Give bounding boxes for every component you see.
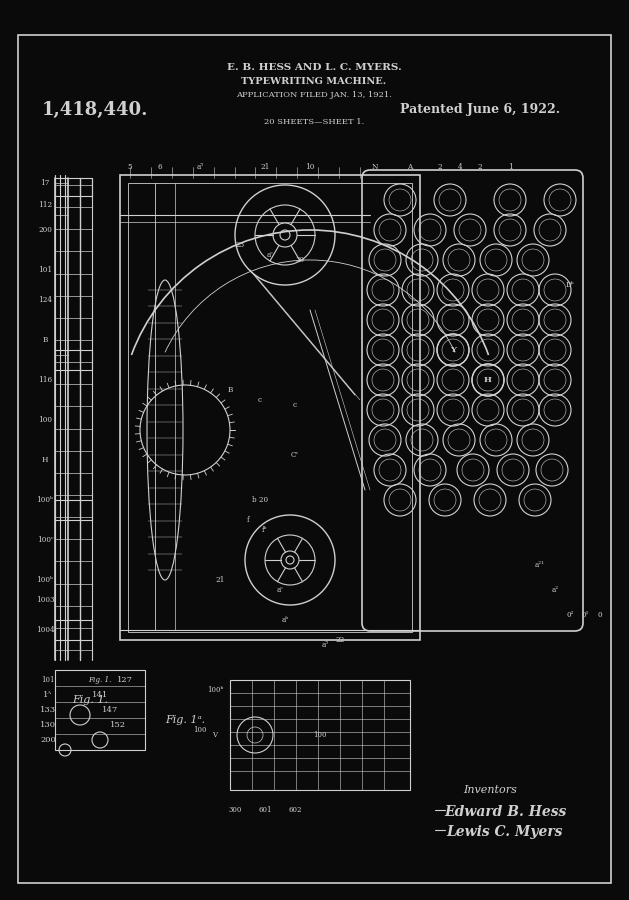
Text: H: H xyxy=(484,376,492,384)
Text: Cᶜ: Cᶜ xyxy=(291,451,299,459)
Text: APPLICATION FILED JAN. 13, 1921.: APPLICATION FILED JAN. 13, 1921. xyxy=(236,91,392,99)
Text: Lewis C. Myers: Lewis C. Myers xyxy=(447,825,563,839)
Text: 147: 147 xyxy=(102,706,118,714)
Text: N: N xyxy=(372,163,378,171)
Text: a⁵: a⁵ xyxy=(196,163,204,171)
Bar xyxy=(55,178,92,196)
Text: B: B xyxy=(42,336,48,344)
Bar xyxy=(128,183,412,632)
Text: 602: 602 xyxy=(288,806,302,814)
Text: 0¹: 0¹ xyxy=(581,611,589,619)
Text: 124: 124 xyxy=(38,296,52,304)
Text: 200: 200 xyxy=(38,226,52,234)
Text: 100: 100 xyxy=(38,416,52,424)
Text: 100ᵇ: 100ᵇ xyxy=(36,496,53,504)
Text: 100ᶜ: 100ᶜ xyxy=(36,536,53,544)
Bar xyxy=(230,680,410,790)
Text: b 20: b 20 xyxy=(252,496,268,504)
Text: 2: 2 xyxy=(477,163,482,171)
Text: 100ᵇ: 100ᵇ xyxy=(207,686,223,694)
Text: Fig. 1ᵃ.: Fig. 1ᵃ. xyxy=(165,715,205,725)
Text: Inventors: Inventors xyxy=(463,785,517,795)
Text: 21: 21 xyxy=(260,163,270,171)
Text: B: B xyxy=(227,386,233,394)
Text: 133: 133 xyxy=(40,706,56,714)
Text: 130: 130 xyxy=(40,721,56,729)
Bar xyxy=(55,670,145,750)
Text: H: H xyxy=(42,456,48,464)
Text: A: A xyxy=(408,163,413,171)
Text: a²: a² xyxy=(552,586,559,594)
Text: 4: 4 xyxy=(458,163,462,171)
Text: a²¹: a²¹ xyxy=(535,561,545,569)
Text: TYPEWRITING MACHINE.: TYPEWRITING MACHINE. xyxy=(242,77,387,86)
Text: fᵇ: fᵇ xyxy=(262,526,268,534)
Text: E. B. HESS AND L. C. MYERS.: E. B. HESS AND L. C. MYERS. xyxy=(226,64,401,73)
Text: 1004: 1004 xyxy=(36,626,54,634)
Text: c: c xyxy=(258,396,262,404)
Text: 141: 141 xyxy=(92,691,108,699)
Text: 100: 100 xyxy=(193,726,207,734)
Text: aᶜ: aᶜ xyxy=(277,586,284,594)
Text: 1: 1 xyxy=(508,163,513,171)
Text: 127: 127 xyxy=(117,676,133,684)
Bar xyxy=(55,620,92,640)
Text: 100ᵇ: 100ᵇ xyxy=(36,576,53,584)
Text: 1,418,440.: 1,418,440. xyxy=(42,101,148,119)
Text: 101: 101 xyxy=(42,676,55,684)
Text: 20 SHEETS—SHEET 1.: 20 SHEETS—SHEET 1. xyxy=(264,118,364,126)
Text: 1ᴬ: 1ᴬ xyxy=(43,691,53,699)
Text: 112: 112 xyxy=(38,201,52,209)
Text: 300: 300 xyxy=(228,806,242,814)
Text: 21: 21 xyxy=(215,576,225,584)
Text: 116: 116 xyxy=(38,376,52,384)
Text: f: f xyxy=(247,516,249,524)
Text: Fig. 1.: Fig. 1. xyxy=(72,695,108,705)
Text: 22: 22 xyxy=(335,636,345,644)
Text: a⁵: a⁵ xyxy=(321,641,328,649)
Text: 100: 100 xyxy=(313,731,326,739)
Text: 601: 601 xyxy=(259,806,272,814)
Text: 101: 101 xyxy=(38,266,52,274)
Text: Edward B. Hess: Edward B. Hess xyxy=(444,805,566,819)
Text: 152: 152 xyxy=(110,721,126,729)
Bar xyxy=(55,350,92,370)
Text: Y: Y xyxy=(450,346,456,354)
Text: 6: 6 xyxy=(158,163,162,171)
Text: 5: 5 xyxy=(128,163,132,171)
Text: 200: 200 xyxy=(40,736,56,744)
Text: 30: 30 xyxy=(296,256,304,264)
Bar xyxy=(120,175,420,640)
Text: 2: 2 xyxy=(438,163,442,171)
Text: 23: 23 xyxy=(235,241,245,249)
Bar xyxy=(55,500,92,520)
Text: Dᵇ: Dᵇ xyxy=(565,281,574,289)
Text: 17: 17 xyxy=(40,179,50,187)
Text: 10: 10 xyxy=(305,163,314,171)
Text: Fig. 1.: Fig. 1. xyxy=(88,676,112,684)
Text: aᶜ: aᶜ xyxy=(267,251,274,259)
Text: Patented June 6, 1922.: Patented June 6, 1922. xyxy=(400,104,560,116)
Text: V: V xyxy=(213,731,218,739)
Text: 0: 0 xyxy=(598,611,603,619)
Text: aᵇ: aᵇ xyxy=(281,616,289,624)
Text: 0²: 0² xyxy=(566,611,574,619)
Text: c: c xyxy=(293,401,297,409)
Text: 1003: 1003 xyxy=(36,596,54,604)
